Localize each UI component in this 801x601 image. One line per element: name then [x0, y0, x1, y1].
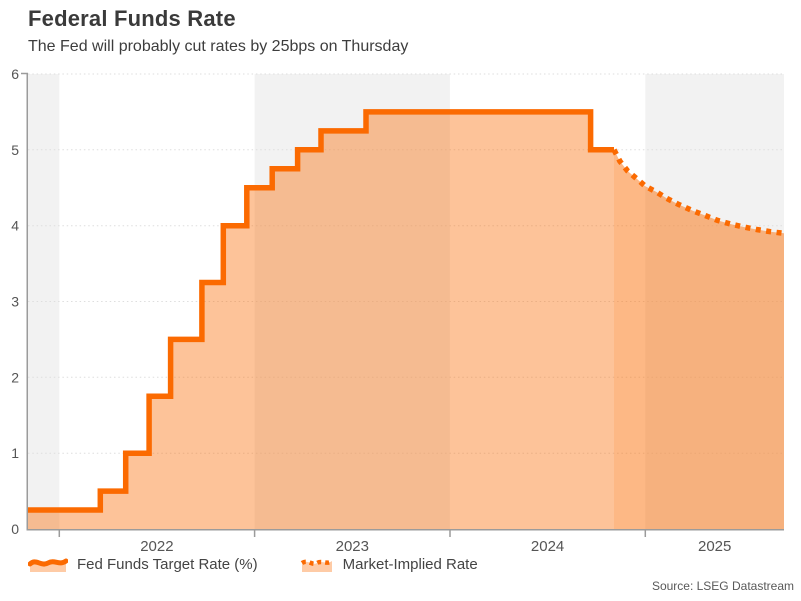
legend-label-market-implied: Market-Implied Rate: [342, 555, 478, 573]
chart-subtitle: The Fed will probably cut rates by 25bps…: [28, 38, 409, 55]
legend-label-fed-funds: Fed Funds Target Rate (%): [77, 555, 258, 573]
y-axis-label: 1: [11, 445, 19, 461]
legend-item-market-implied-rate: Market-Implied Rate: [300, 555, 478, 573]
x-axis-label: 2023: [336, 538, 369, 555]
y-axis-label: 5: [11, 142, 19, 158]
market-implied-rate-dotted-line: [611, 148, 785, 237]
fed-funds-area-fill: [28, 111, 614, 530]
x-axis-label: 2025: [698, 538, 731, 555]
page-title: Federal Funds Rate: [28, 6, 236, 31]
source-attribution: Source: LSEG Datastream: [651, 579, 794, 593]
y-axis-label: 0: [11, 521, 19, 537]
y-axis-label: 2: [11, 369, 19, 385]
y-axis-label: 4: [11, 218, 19, 234]
chart-legend: Fed Funds Target Rate (%) Market-Implied…: [28, 555, 478, 573]
market-implied-area-fill: [614, 149, 784, 530]
chart-header: Federal Funds Rate The Fed will probably…: [28, 6, 788, 56]
x-axis-label: 2022: [140, 538, 173, 555]
y-axis-label: 3: [11, 294, 19, 310]
fed-funds-area-swatch-icon: [28, 558, 68, 572]
year-shading-band: [645, 74, 784, 529]
market-implied-area-swatch-icon: [300, 559, 334, 572]
fed-funds-target-rate-line: [28, 109, 614, 513]
y-axis-label: 6: [11, 66, 19, 82]
legend-item-fed-funds-target-rate: Fed Funds Target Rate (%): [28, 555, 258, 573]
x-axis-label: 2024: [531, 538, 564, 555]
